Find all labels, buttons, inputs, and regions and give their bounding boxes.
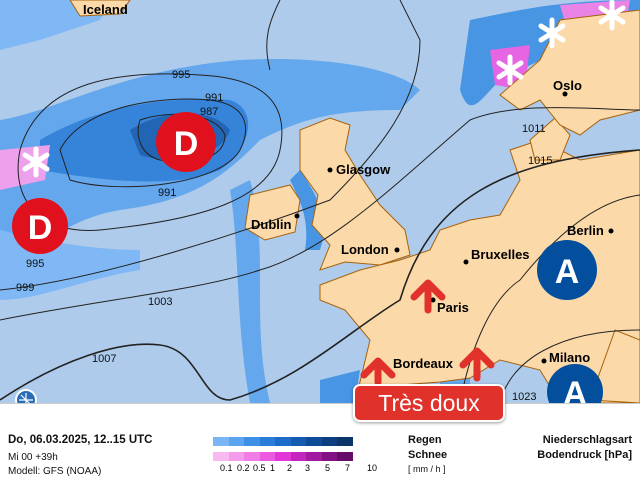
rain-swatch bbox=[337, 437, 353, 446]
label-iceland: Iceland bbox=[83, 2, 128, 17]
isobar-label: 1003 bbox=[148, 296, 172, 308]
snow-color-scale bbox=[213, 452, 353, 461]
scale-tick: 0.5 bbox=[253, 463, 266, 473]
snow-icon bbox=[538, 17, 566, 49]
svg-text:A: A bbox=[563, 375, 588, 403]
svg-text:A: A bbox=[555, 253, 580, 291]
scale-tick: 0.2 bbox=[237, 463, 250, 473]
city-berlin: Berlin bbox=[567, 223, 604, 238]
scale-tick: 5 bbox=[325, 463, 331, 473]
rain-swatch bbox=[259, 437, 275, 446]
isobar-label: 1007 bbox=[92, 353, 116, 365]
model-run: Mi 00 +39h bbox=[8, 452, 58, 463]
city-glasgow: Glasgow bbox=[336, 162, 391, 177]
isobar-label: 987 bbox=[200, 106, 218, 118]
scale-tick: 3 bbox=[305, 463, 311, 473]
arrow-up-icon bbox=[360, 357, 396, 386]
unit-label: [ mm / h ] bbox=[408, 464, 446, 474]
rain-label: Regen bbox=[408, 434, 442, 446]
snow-swatch bbox=[213, 452, 229, 461]
high-pressure-center: A bbox=[547, 364, 603, 403]
legend-title-precip-type: Niederschlagsart bbox=[542, 434, 632, 446]
snow-swatch bbox=[290, 452, 306, 461]
scale-tick: 2 bbox=[287, 463, 293, 473]
svg-text:D: D bbox=[28, 209, 53, 247]
isobar-label: 999 bbox=[16, 282, 34, 294]
isobars bbox=[0, 0, 640, 403]
city-oslo: Oslo bbox=[553, 78, 582, 93]
legend: Do, 06.03.2025, 12..15 UTC Mi 00 +39h Mo… bbox=[0, 403, 640, 479]
snow-swatch bbox=[244, 452, 260, 461]
low-pressure-center: D bbox=[12, 198, 68, 254]
snow-icon bbox=[496, 54, 524, 86]
city-labels: Iceland Oslo Glasgow Dublin London Bruxe… bbox=[83, 2, 614, 371]
model-name: Modell: GFS (NOAA) bbox=[8, 466, 102, 477]
city-paris: Paris bbox=[437, 300, 469, 315]
snow-swatch bbox=[228, 452, 244, 461]
rain-swatch bbox=[244, 437, 260, 446]
landmass bbox=[69, 0, 640, 403]
rain-swatch bbox=[321, 437, 337, 446]
city-bordeaux: Bordeaux bbox=[393, 356, 454, 371]
isobar-label: 995 bbox=[172, 69, 190, 81]
snow-swatch bbox=[337, 452, 353, 461]
scale-tick: 1 bbox=[270, 463, 276, 473]
isobar-label: 1023 bbox=[512, 391, 536, 403]
high-pressure-center: A bbox=[537, 240, 597, 300]
svg-text:D: D bbox=[174, 125, 199, 163]
city-bruxelles: Bruxelles bbox=[471, 247, 530, 262]
scale-tick: 10 bbox=[367, 463, 378, 473]
snow-swatch bbox=[321, 452, 337, 461]
isobar-label: 995 bbox=[26, 258, 44, 270]
low-pressure-center: D bbox=[156, 112, 216, 172]
isobar-labels: 995 991 987 991 995 999 1003 1007 1011 1… bbox=[16, 69, 552, 403]
snow-swatch bbox=[306, 452, 322, 461]
city-london: London bbox=[341, 242, 389, 257]
weather-map: 995 991 987 991 995 999 1003 1007 1011 1… bbox=[0, 0, 640, 403]
legend-title-pressure: Bodendruck [hPa] bbox=[537, 449, 632, 461]
arrow-up-icon bbox=[410, 279, 446, 314]
rain-color-scale bbox=[213, 437, 353, 446]
rain-swatch bbox=[290, 437, 306, 446]
isobar-label: 1011 bbox=[522, 123, 546, 135]
forecast-date: Do, 06.03.2025, 12..15 UTC bbox=[8, 434, 153, 446]
city-milano: Milano bbox=[549, 350, 590, 365]
warm-air-arrows bbox=[360, 279, 495, 386]
snow-icon bbox=[598, 0, 626, 31]
arrow-up-icon bbox=[459, 347, 495, 382]
snow-icons bbox=[22, 0, 626, 178]
city-dublin: Dublin bbox=[251, 217, 291, 232]
rain-swatch bbox=[228, 437, 244, 446]
isobar-label: 991 bbox=[158, 187, 176, 199]
snow-icon bbox=[22, 146, 50, 178]
snow-label: Schnee bbox=[408, 449, 448, 461]
isobar-label: 1015 bbox=[528, 155, 552, 167]
rain-swatch bbox=[213, 437, 229, 446]
scale-tick: 7 bbox=[345, 463, 351, 473]
rain-swatch bbox=[275, 437, 291, 446]
isobar-label: 991 bbox=[205, 92, 223, 104]
snow-swatch bbox=[259, 452, 275, 461]
globe-logo-icon bbox=[15, 389, 37, 403]
snow-swatch bbox=[275, 452, 291, 461]
scale-tick: 0.1 bbox=[220, 463, 233, 473]
weather-summary-badge: Très doux bbox=[353, 384, 505, 422]
rain-swatch bbox=[306, 437, 322, 446]
